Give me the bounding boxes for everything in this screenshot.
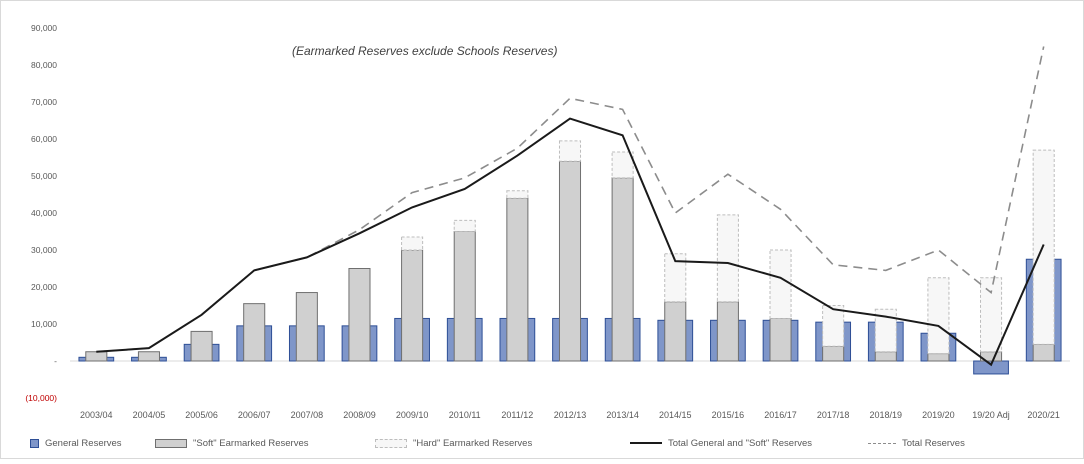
legend-item-soft: "Soft" Earmarked Reserves — [155, 434, 309, 452]
x-tick-label: 2013/14 — [606, 410, 639, 420]
y-tick-label: 40,000 — [31, 208, 57, 218]
legend-item-hard: "Hard" Earmarked Reserves — [375, 434, 532, 452]
legend-item-total-soft: Total General and "Soft" Reserves — [630, 434, 812, 452]
bar-soft-earmarked — [558, 160, 582, 362]
bar-soft-earmarked — [453, 231, 476, 362]
legend-swatch-soft — [155, 438, 187, 448]
legend-item-general: General Reserves — [30, 434, 122, 452]
bar-soft-earmarked — [769, 317, 792, 362]
bar-hard-earmarked — [506, 190, 529, 199]
bar-hard-earmarked — [769, 249, 792, 319]
x-tick-label: 2008/09 — [343, 410, 376, 420]
bar-hard-earmarked — [716, 214, 739, 303]
y-tick-label: 10,000 — [31, 319, 57, 329]
y-tick-label: 50,000 — [31, 171, 57, 181]
legend-swatch-total-soft — [630, 442, 662, 444]
x-tick-label: 2004/05 — [133, 410, 166, 420]
bar-soft-earmarked — [348, 268, 371, 362]
bar-soft-earmarked — [611, 177, 634, 362]
legend-item-total: Total Reserves — [868, 434, 965, 452]
x-tick-label: 2016/17 — [764, 410, 797, 420]
x-tick-label: 2005/06 — [185, 410, 218, 420]
x-tick-label: 2018/19 — [870, 410, 903, 420]
bar-soft-earmarked — [1032, 343, 1055, 362]
y-tick-label: 90,000 — [31, 23, 57, 33]
bar-soft-earmarked — [716, 301, 739, 362]
y-tick-label: 60,000 — [31, 134, 57, 144]
chart-annotation: (Earmarked Reserves exclude Schools Rese… — [292, 44, 558, 58]
x-tick-label: 2009/10 — [396, 410, 429, 420]
bar-soft-earmarked — [927, 353, 950, 362]
y-tick-label: - — [54, 356, 57, 366]
bar-soft-earmarked — [85, 351, 108, 362]
bar-hard-earmarked — [453, 219, 476, 232]
y-tick-label: 80,000 — [31, 60, 57, 70]
x-tick-label: 2007/08 — [291, 410, 324, 420]
x-tick-label: 2012/13 — [554, 410, 587, 420]
bar-hard-earmarked — [874, 308, 897, 353]
legend-label-general: General Reserves — [45, 437, 122, 449]
bar-hard-earmarked — [401, 236, 424, 251]
bar-hard-earmarked — [927, 277, 950, 355]
x-tick-label: 2015/16 — [712, 410, 745, 420]
x-tick-label: 2006/07 — [238, 410, 271, 420]
bar-soft-earmarked — [506, 197, 529, 362]
bar-soft-earmarked — [190, 330, 213, 362]
x-tick-label: 2019/20 — [922, 410, 955, 420]
bar-hard-earmarked — [1032, 149, 1055, 345]
legend-label-soft: "Soft" Earmarked Reserves — [193, 437, 309, 449]
bar-soft-earmarked — [295, 292, 318, 362]
x-tick-label: 2014/15 — [659, 410, 692, 420]
legend-label-total-soft: Total General and "Soft" Reserves — [668, 437, 813, 449]
bar-hard-earmarked — [822, 305, 845, 347]
legend-swatch-general — [30, 438, 39, 448]
x-tick-label: 2020/21 — [1027, 410, 1060, 420]
legend-label-total: Total Reserves — [902, 437, 965, 449]
y-tick-label: 70,000 — [31, 97, 57, 107]
y-tick-label: (10,000) — [25, 393, 57, 403]
x-tick-label: 19/20 Adj — [972, 410, 1010, 420]
x-tick-label: 2010/11 — [449, 410, 481, 420]
bar-soft-earmarked — [874, 351, 897, 362]
y-tick-label: 30,000 — [31, 245, 57, 255]
bar-soft-earmarked — [664, 301, 687, 362]
bar-soft-earmarked — [137, 351, 160, 362]
bar-hard-earmarked — [558, 140, 582, 162]
legend-swatch-hard — [375, 438, 407, 448]
x-tick-label: 2017/18 — [817, 410, 850, 420]
bar-soft-earmarked — [822, 345, 845, 362]
bar-soft-earmarked — [243, 303, 266, 362]
bar-soft-earmarked — [401, 249, 424, 362]
legend-label-hard: "Hard" Earmarked Reserves — [413, 437, 533, 449]
chart-legend: General Reserves "Soft" Earmarked Reserv… — [30, 434, 1070, 452]
x-tick-label: 2003/04 — [80, 410, 113, 420]
x-tick-label: 2011/12 — [501, 410, 533, 420]
bar-hard-earmarked — [980, 277, 1003, 353]
line-total-general-soft — [96, 117, 1045, 367]
bar-hard-earmarked — [664, 253, 687, 303]
bar-hard-earmarked — [611, 151, 634, 179]
y-tick-label: 20,000 — [31, 282, 57, 292]
legend-swatch-total — [868, 442, 896, 444]
